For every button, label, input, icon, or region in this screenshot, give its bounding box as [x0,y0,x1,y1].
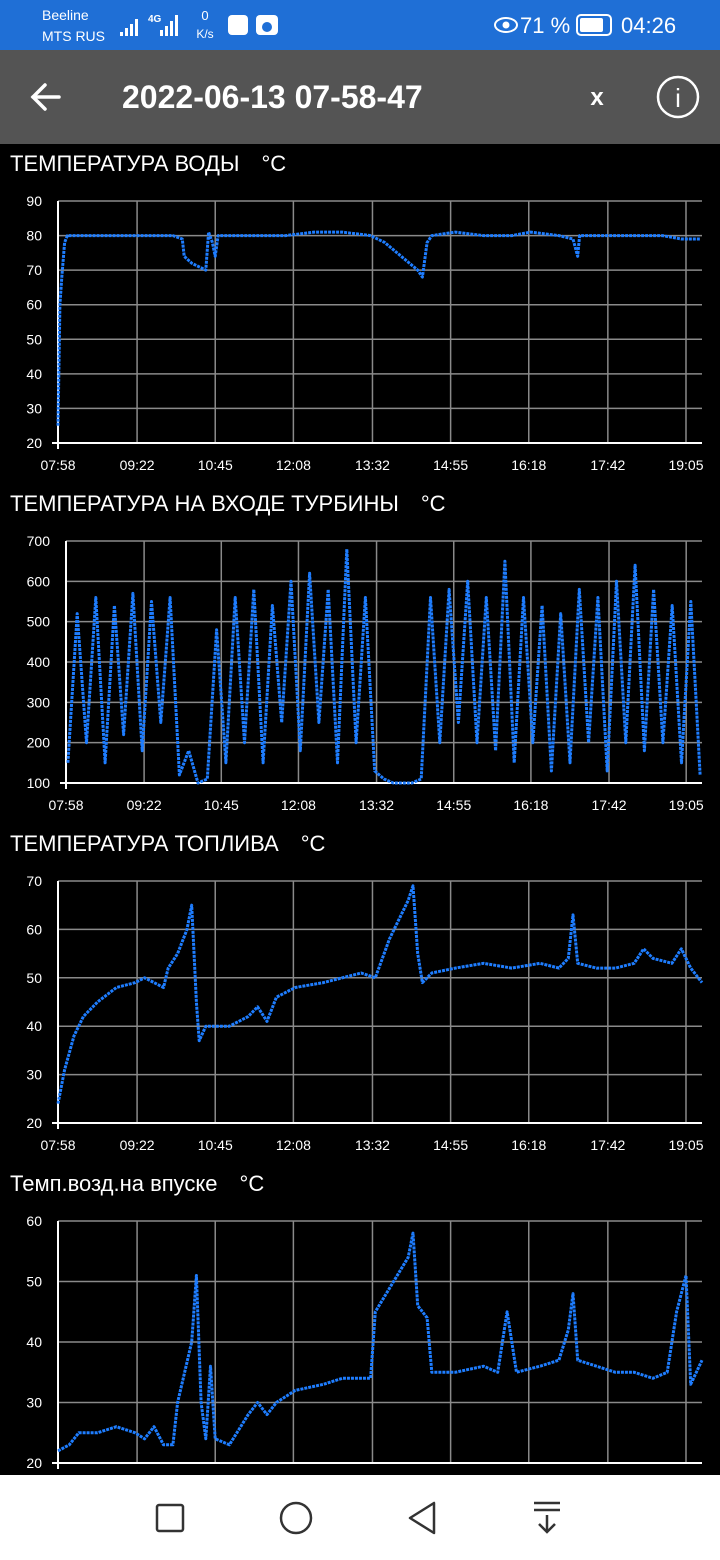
y-tick-label: 30 [26,400,42,416]
y-tick-label: 300 [27,694,51,710]
battery-level [580,18,603,32]
chart-unit: °C [421,491,446,516]
y-tick-label: 100 [27,775,51,791]
y-tick-label: 600 [27,573,51,589]
x-tick-label: 19:05 [668,1137,703,1153]
home-button[interactable] [279,1501,313,1535]
y-tick-label: 40 [26,1018,42,1034]
y-tick-label: 500 [27,614,51,630]
charts: ТЕМПЕРАТУРА ВОДЫ °C 20 30 40 50 60 70 80 90 07:58 0… [10,151,704,1471]
battery-icon [576,14,612,36]
x-tick-label: 16:18 [511,1137,546,1153]
x-tick-label: 10:45 [198,457,233,473]
y-tick-label: 60 [26,1213,42,1229]
chart-title: ТЕМПЕРАТУРА ВОДЫ [10,151,239,176]
x-tick-label: 19:05 [668,457,703,473]
back-button[interactable] [30,83,61,111]
chart-unit: °C [240,1171,265,1196]
x-tick-label: 14:55 [433,1137,468,1153]
chart-unit: °C [301,831,326,856]
y-tick-label: 50 [26,1274,42,1290]
x-tick-label: 13:32 [355,1137,390,1153]
y-tick-label: 70 [26,873,42,889]
y-tick-label: 50 [26,970,42,986]
y-tick-label: 400 [27,654,51,670]
data-line [56,230,701,426]
clock: 04:26 [621,13,676,38]
y-tick-label: 80 [26,228,42,244]
y-tick-label: 200 [27,735,51,751]
battery-percent: 71 % [520,13,570,38]
y-tick-label: 90 [26,193,42,209]
info-label[interactable]: i [675,83,681,113]
x-tick-label: 19:05 [669,797,704,813]
app-title: 2022-06-13 07-58-47 [122,79,423,115]
chart-title: ТЕМПЕРАТУРА НА ВХОДЕ ТУРБИНЫ [10,491,399,516]
data-line [57,1231,704,1453]
app-icon [228,15,248,35]
chart-title: Темп.возд.на впуске [10,1171,218,1196]
carrier: Beeline [42,7,89,23]
recent-button[interactable] [155,1503,185,1533]
signal-icon [120,15,178,36]
carrier: MTS RUS [42,28,105,44]
x-tick-label: 14:55 [436,797,471,813]
y-tick-label: 40 [26,366,42,382]
x-tick-label: 10:45 [198,1137,233,1153]
y-tick-label: 30 [26,1067,42,1083]
x-tick-label: 17:42 [591,797,626,813]
x-tick-label: 13:32 [359,797,394,813]
y-tick-label: 70 [26,262,42,278]
y-tick-label: 40 [26,1334,42,1350]
x-tick-label: 13:32 [355,457,390,473]
x-tick-label: 14:55 [433,457,468,473]
y-tick-label: 60 [26,297,42,313]
eye-icon [494,17,518,33]
x-tick-label: 09:22 [120,457,155,473]
x-tick-label: 09:22 [127,797,162,813]
speed-unit: K/s [196,27,213,41]
x-tick-label: 12:08 [276,457,311,473]
chart-title: ТЕМПЕРАТУРА ТОПЛИВА [10,831,279,856]
x-tick-label: 07:58 [40,457,75,473]
speed: 0 [201,8,208,23]
x-tick-label: 17:42 [590,457,625,473]
y-tick-label: 60 [26,921,42,937]
x-tick-label: 17:42 [590,1137,625,1153]
y-tick-label: 30 [26,1395,42,1411]
close-button[interactable]: x [590,84,604,111]
y-tick-label: 700 [27,533,51,549]
app-bar [0,50,720,144]
x-tick-label: 07:58 [40,1137,75,1153]
notification-button[interactable] [534,1501,560,1534]
y-tick-label: 20 [26,1115,42,1131]
x-tick-label: 16:18 [513,797,548,813]
y-tick-label: 20 [26,1455,42,1471]
data-line [66,547,702,785]
x-tick-label: 07:58 [48,797,83,813]
drop-icon [262,22,272,32]
x-tick-label: 10:45 [204,797,239,813]
x-tick-label: 12:08 [276,1137,311,1153]
nav-bar [0,1475,720,1560]
eye-icon [502,21,510,29]
x-tick-label: 12:08 [281,797,316,813]
x-tick-label: 16:18 [511,457,546,473]
data-line [56,884,704,1104]
network-type: 4G [148,14,162,25]
x-tick-label: 09:22 [120,1137,155,1153]
back-nav-button[interactable] [408,1501,436,1535]
y-tick-label: 50 [26,331,42,347]
y-tick-label: 20 [26,435,42,451]
info-button[interactable] [656,75,700,119]
chart-unit: °C [261,151,286,176]
